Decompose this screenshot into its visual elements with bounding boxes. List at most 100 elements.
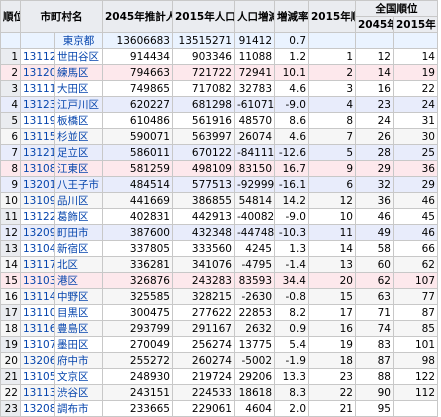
table-cell: -16.1 [274,176,309,193]
header-cell: 市町村名 [20,0,103,33]
table-cell: 4 [0,96,21,113]
table-cell: 681298 [172,96,235,113]
table-cell[interactable]: 13108 [20,160,55,177]
table-cell: 58 [355,240,394,257]
table-cell[interactable]: 13206 [20,352,55,369]
table-cell: 87 [355,352,394,369]
table-cell: 243151 [102,384,173,401]
table-cell: 1 [308,48,356,65]
table-cell: 1.3 [274,240,309,257]
table-cell[interactable]: 13121 [20,144,55,161]
table-cell[interactable]: 足立区 [54,144,103,161]
table-cell: 85 [393,320,438,337]
table-cell[interactable]: 13107 [20,336,55,353]
table-cell: 2 [308,64,356,81]
table-cell[interactable]: 13209 [20,224,55,241]
header-cell: 2015年人口 [172,0,235,33]
table-cell: 22 [393,80,438,97]
table-cell[interactable]: 府中市 [54,352,103,369]
header-cell: 2045年 [355,16,394,33]
table-cell: 62 [393,256,438,273]
table-cell[interactable]: 13117 [20,256,55,273]
table-cell: 2 [0,64,21,81]
table-cell: 4.6 [274,128,309,145]
table-cell[interactable]: 13110 [20,304,55,321]
table-cell: 270049 [102,336,173,353]
table-cell: 219724 [172,368,235,385]
table-cell: 10 [0,192,21,209]
table-cell[interactable]: 13116 [20,320,55,337]
table-cell: 10 [308,208,356,225]
table-cell[interactable]: 13113 [20,384,55,401]
table-cell[interactable]: 江東区 [54,160,103,177]
table-cell: 563997 [172,128,235,145]
table-cell[interactable]: 文京区 [54,368,103,385]
table-cell[interactable]: 板橋区 [54,112,103,129]
table-cell[interactable]: 八王子市 [54,176,103,193]
table-cell: 610486 [102,112,173,129]
table-cell[interactable]: 13122 [20,208,55,225]
table-cell[interactable]: 墨田区 [54,336,103,353]
table-cell: 224533 [172,384,235,401]
table-cell [308,32,356,49]
table-cell[interactable]: 13109 [20,192,55,209]
table-cell: 293799 [102,320,173,337]
table-cell[interactable]: 北区 [54,256,103,273]
table-cell[interactable]: 13104 [20,240,55,257]
table-cell: 34.4 [274,272,309,289]
table-cell: 4245 [234,240,275,257]
table-cell[interactable]: 13120 [20,64,55,81]
table-cell[interactable]: 新宿区 [54,240,103,257]
table-cell: 260274 [172,352,235,369]
table-cell[interactable]: 13119 [20,112,55,129]
table-cell: 6 [0,128,21,145]
table-cell[interactable]: 13114 [20,288,55,305]
table-cell[interactable]: 品川区 [54,192,103,209]
table-cell[interactable]: 世田谷区 [54,48,103,65]
table-row: 17 13110 目黒区 300475 277622 22853 8.2 17 71 87 [0,304,438,321]
table-cell[interactable]: 港区 [54,272,103,289]
table-cell[interactable]: 13111 [20,80,55,97]
table-cell[interactable]: 葛飾区 [54,208,103,225]
table-cell[interactable]: 13105 [20,368,55,385]
table-cell[interactable]: 江戸川区 [54,96,103,113]
table-cell: 87 [393,304,438,321]
table-cell: 325585 [102,288,173,305]
table-cell[interactable]: 東京都 [54,32,103,49]
table-cell: 442913 [172,208,235,225]
table-row: 5 13119 板橋区 610486 561916 48570 8.6 8 24 31 [0,112,438,129]
table-cell[interactable]: 目黒区 [54,304,103,321]
table-cell: -12.6 [274,144,309,161]
table-cell[interactable]: 町田市 [54,224,103,241]
table-cell[interactable]: 杉並区 [54,128,103,145]
table-cell[interactable]: 13115 [20,128,55,145]
table-cell[interactable] [20,32,55,49]
header-row: 順位 市町村名 2045年推計人口 2015年人口 人口増減 増減率 2015年… [0,0,438,33]
table-cell: 4.6 [274,80,309,97]
table-cell: 107 [393,272,438,289]
table-cell[interactable]: 大田区 [54,80,103,97]
table-cell[interactable]: 豊島区 [54,320,103,337]
table-cell: 903346 [172,48,235,65]
table-cell [0,32,21,49]
table-cell: 13 [0,240,21,257]
table-cell[interactable]: 13112 [20,48,55,65]
table-cell[interactable]: 13123 [20,96,55,113]
table-cell: 10.1 [274,64,309,81]
table-cell: -84111 [234,144,275,161]
table-cell[interactable]: 13103 [20,272,55,289]
table-cell: 98 [393,352,438,369]
table-cell: 17 [308,304,356,321]
table-cell[interactable]: 13201 [20,176,55,193]
table-body: 東京都 13606683 13515271 91412 0.7 1 13112 世田谷区 914… [0,32,438,417]
table-cell[interactable]: 中野区 [54,288,103,305]
table-cell: 561916 [172,112,235,129]
header-cell: 増減率 [274,0,309,33]
table-cell[interactable]: 渋谷区 [54,384,103,401]
table-cell: 29 [393,176,438,193]
table-cell: 49 [355,224,394,241]
table-cell: 14 [0,256,21,273]
table-cell: -4795 [234,256,275,273]
table-cell[interactable]: 練馬区 [54,64,103,81]
table-cell: 91412 [234,32,275,49]
